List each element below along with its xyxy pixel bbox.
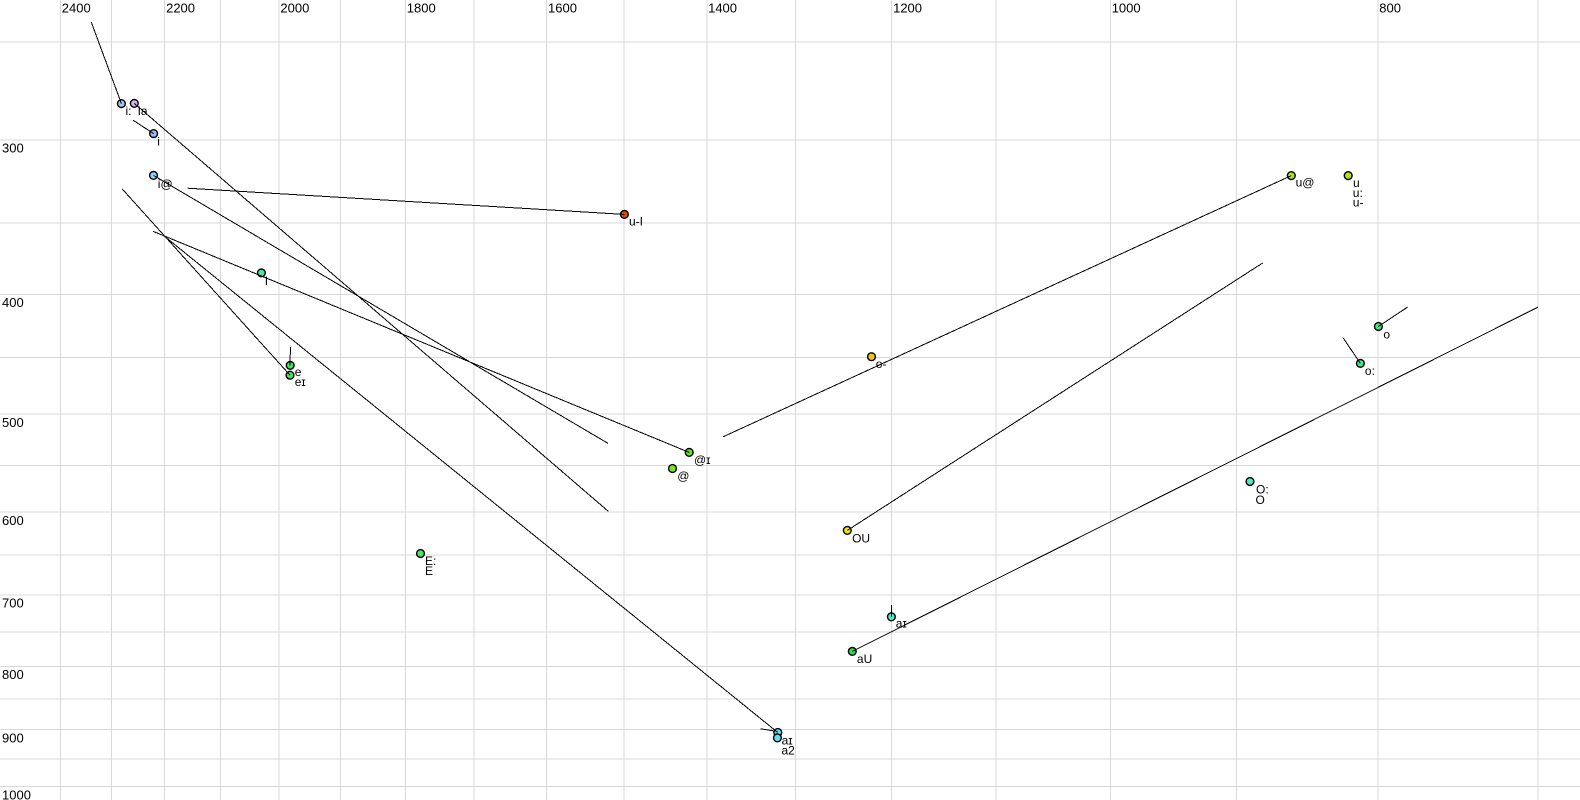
svg-text:OU: OU [852,532,870,546]
svg-text:300: 300 [2,141,24,156]
svg-text:1200: 1200 [893,1,922,16]
svg-text:u:: u: [1353,186,1363,200]
svg-text:u: u [1353,176,1360,190]
svg-text:O: O [1256,493,1265,507]
svg-text:i:: i: [126,104,132,118]
svg-text:E:: E: [425,554,436,568]
svg-text:Ia: Ia [138,104,148,118]
svg-text:u-I: u-I [629,215,643,229]
svg-text:1000: 1000 [2,787,31,800]
svg-text:900: 900 [2,731,24,746]
svg-text:O:: O: [1256,483,1269,497]
svg-text:600: 600 [2,513,24,528]
svg-text:I: I [265,274,268,288]
svg-text:1600: 1600 [548,1,577,16]
svg-text:aɪ: aɪ [782,734,793,748]
svg-text:a2: a2 [782,744,796,758]
svg-text:u@: u@ [1296,176,1315,190]
svg-text:500: 500 [2,415,24,430]
svg-text:800: 800 [2,667,24,682]
svg-text:u-: u- [1353,195,1364,209]
svg-text:2200: 2200 [166,1,195,16]
svg-text:400: 400 [2,295,24,310]
svg-text:@: @ [677,469,689,483]
svg-text:1000: 1000 [1112,1,1141,16]
svg-text:aU: aU [857,652,872,666]
svg-text:aɪ: aɪ [896,617,907,631]
svg-text:i: i [157,134,160,148]
svg-text:1800: 1800 [407,1,436,16]
svg-text:eɪ: eɪ [295,375,306,389]
svg-text:o-: o- [876,357,887,371]
svg-text:i@: i@ [158,177,173,191]
svg-text:E: E [425,564,433,578]
svg-text:o:: o: [1365,364,1375,378]
svg-text:e: e [295,365,302,379]
svg-text:1400: 1400 [708,1,737,16]
svg-text:2400: 2400 [62,1,91,16]
svg-text:800: 800 [1379,1,1401,16]
svg-text:o: o [1383,328,1390,342]
svg-text:@ɪ: @ɪ [694,453,710,467]
svg-text:2000: 2000 [280,1,309,16]
svg-text:700: 700 [2,596,24,611]
